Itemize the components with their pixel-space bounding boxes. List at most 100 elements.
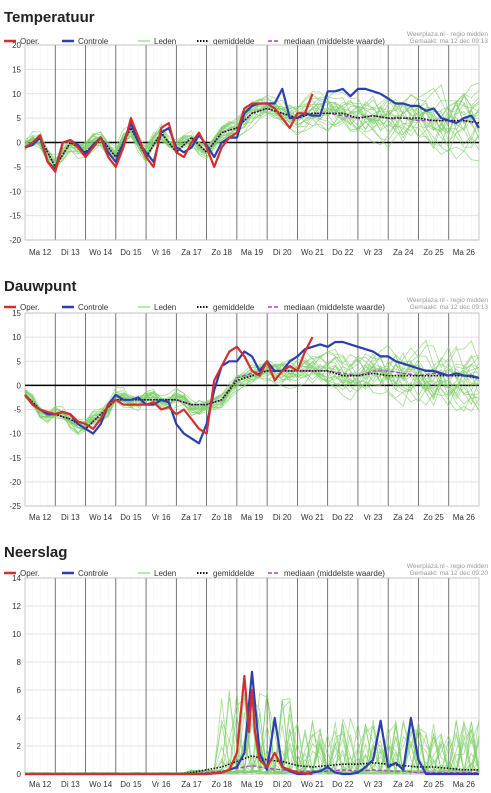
x-tick-label: Zo 18 bbox=[211, 248, 232, 257]
y-tick-label: -20 bbox=[9, 236, 21, 245]
legend-label-gemiddelde: gemiddelde bbox=[213, 569, 255, 578]
chart-neerslag: Oper. Controle Leden gemiddelde mediaan (mid… bbox=[4, 563, 489, 789]
x-tick-label: Za 24 bbox=[393, 513, 414, 522]
x-tick-label: Zo 25 bbox=[423, 780, 444, 789]
x-tick-label: Wo 21 bbox=[301, 513, 325, 522]
legend-label-controle: Controle bbox=[78, 37, 109, 46]
x-tick-label: Ma 12 bbox=[29, 248, 52, 257]
legend-label-controle: Controle bbox=[78, 303, 109, 312]
y-tick-label: 5 bbox=[17, 357, 22, 366]
x-tick-label: Vr 23 bbox=[364, 248, 383, 257]
x-tick-label: Za 24 bbox=[393, 248, 414, 257]
credit-source: Weerplaza.nl - regio midden bbox=[407, 563, 489, 570]
chart-dauwpunt: Oper. Controle Leden gemiddelde mediaan (mid… bbox=[4, 297, 489, 522]
chart-title-dauwpunt: Dauwpunt bbox=[4, 278, 77, 295]
legend-label-mediaan: mediaan (middelste waarde) bbox=[284, 303, 385, 312]
y-tick-label: 2 bbox=[17, 742, 22, 751]
plot-frame bbox=[24, 577, 480, 775]
x-tick-label: Vr 16 bbox=[152, 513, 171, 522]
y-tick-label: -20 bbox=[9, 478, 21, 487]
y-tick-label: 10 bbox=[12, 333, 21, 342]
credit-source: Weerplaza.nl - regio midden bbox=[407, 31, 489, 38]
chart-title-temperatuur: Temperatuur bbox=[4, 9, 95, 26]
legend-label-oper: Oper. bbox=[20, 569, 40, 578]
x-tick-label: Ma 19 bbox=[241, 513, 264, 522]
legend: Oper. Controle Leden gemiddelde mediaan (mid… bbox=[4, 37, 385, 46]
x-tick-label: Do 22 bbox=[332, 780, 354, 789]
x-tick-label: Zo 18 bbox=[211, 513, 232, 522]
x-tick-label: Di 20 bbox=[273, 780, 292, 789]
x-tick-label: Di 20 bbox=[273, 513, 292, 522]
x-tick-label: Za 17 bbox=[181, 780, 202, 789]
series-line-controle bbox=[24, 340, 480, 445]
series-line-oper bbox=[24, 93, 314, 173]
y-tick-label: 12 bbox=[12, 602, 21, 611]
x-tick-label: Vr 16 bbox=[152, 248, 171, 257]
x-tick-label: Vr 23 bbox=[364, 780, 383, 789]
y-tick-label: 10 bbox=[12, 90, 21, 99]
x-tick-label: Do 15 bbox=[120, 780, 142, 789]
x-tick-label: Do 22 bbox=[332, 248, 354, 257]
x-tick-label: Di 13 bbox=[61, 780, 80, 789]
series-line-mediaan bbox=[24, 370, 480, 430]
x-tick-label: Ma 26 bbox=[453, 248, 476, 257]
chart-temperatuur: Oper. Controle Leden gemiddelde mediaan (mid… bbox=[4, 31, 489, 257]
y-tick-label: -5 bbox=[14, 406, 22, 415]
x-tick-label: Wo 14 bbox=[89, 248, 113, 257]
x-tick-label: Zo 18 bbox=[211, 780, 232, 789]
y-tick-label: 10 bbox=[12, 630, 21, 639]
y-tick-label: 4 bbox=[17, 714, 22, 723]
credit-timestamp: Gemaakt: ma 12 dec 09:13 bbox=[410, 38, 489, 45]
legend: Oper. Controle Leden gemiddelde mediaan (mid… bbox=[4, 569, 385, 578]
legend-label-gemiddelde: gemiddelde bbox=[213, 303, 255, 312]
legend-label-oper: Oper. bbox=[20, 303, 40, 312]
credit-timestamp: Gemaakt: ma 12 dec 09:13 bbox=[410, 304, 489, 311]
legend: Oper. Controle Leden gemiddelde mediaan (mid… bbox=[4, 303, 385, 312]
x-tick-label: Vr 23 bbox=[364, 513, 383, 522]
x-tick-label: Wo 21 bbox=[301, 248, 325, 257]
series-line-oper bbox=[24, 336, 314, 435]
x-tick-label: Wo 14 bbox=[89, 513, 113, 522]
x-tick-label: Ma 19 bbox=[241, 248, 264, 257]
x-tick-label: Vr 16 bbox=[152, 780, 171, 789]
credit-timestamp: Gemaakt: ma 12 dec 09:20 bbox=[410, 570, 489, 577]
y-tick-label: 0 bbox=[17, 770, 22, 779]
x-tick-label: Za 17 bbox=[181, 248, 202, 257]
x-tick-label: Zo 25 bbox=[423, 248, 444, 257]
x-tick-label: Di 20 bbox=[273, 248, 292, 257]
x-tick-label: Wo 14 bbox=[89, 780, 113, 789]
x-tick-label: Ma 26 bbox=[453, 513, 476, 522]
x-tick-label: Ma 12 bbox=[29, 780, 52, 789]
x-tick-label: Do 15 bbox=[120, 248, 142, 257]
y-tick-label: 15 bbox=[12, 65, 21, 74]
legend-label-oper: Oper. bbox=[20, 37, 40, 46]
x-tick-label: Di 13 bbox=[61, 513, 80, 522]
x-tick-label: Za 24 bbox=[393, 780, 414, 789]
series-line-gemiddelde bbox=[24, 107, 480, 168]
legend-label-leden: Leden bbox=[154, 569, 176, 578]
y-tick-label: -15 bbox=[9, 454, 21, 463]
y-tick-label: 14 bbox=[12, 574, 21, 583]
x-tick-label: Di 13 bbox=[61, 248, 80, 257]
y-tick-label: -25 bbox=[9, 502, 21, 511]
y-tick-label: -10 bbox=[9, 187, 21, 196]
x-tick-label: Do 15 bbox=[120, 513, 142, 522]
y-tick-label: 8 bbox=[17, 658, 22, 667]
y-tick-label: -5 bbox=[14, 163, 22, 172]
x-tick-label: Do 22 bbox=[332, 513, 354, 522]
ensemble-member-line bbox=[24, 100, 480, 164]
y-tick-label: 6 bbox=[17, 686, 22, 695]
legend-label-leden: Leden bbox=[154, 37, 176, 46]
legend-label-mediaan: mediaan (middelste waarde) bbox=[284, 37, 385, 46]
x-tick-label: Ma 12 bbox=[29, 513, 52, 522]
y-tick-label: 5 bbox=[17, 114, 22, 123]
y-tick-label: 20 bbox=[12, 41, 21, 50]
x-tick-label: Ma 26 bbox=[453, 780, 476, 789]
y-tick-label: -10 bbox=[9, 430, 21, 439]
y-tick-label: 0 bbox=[17, 381, 22, 390]
legend-label-controle: Controle bbox=[78, 569, 109, 578]
ensemble-member-line bbox=[24, 354, 480, 425]
series-line-oper bbox=[25, 674, 313, 776]
y-tick-label: 15 bbox=[12, 309, 21, 318]
y-tick-label: 0 bbox=[17, 139, 22, 148]
